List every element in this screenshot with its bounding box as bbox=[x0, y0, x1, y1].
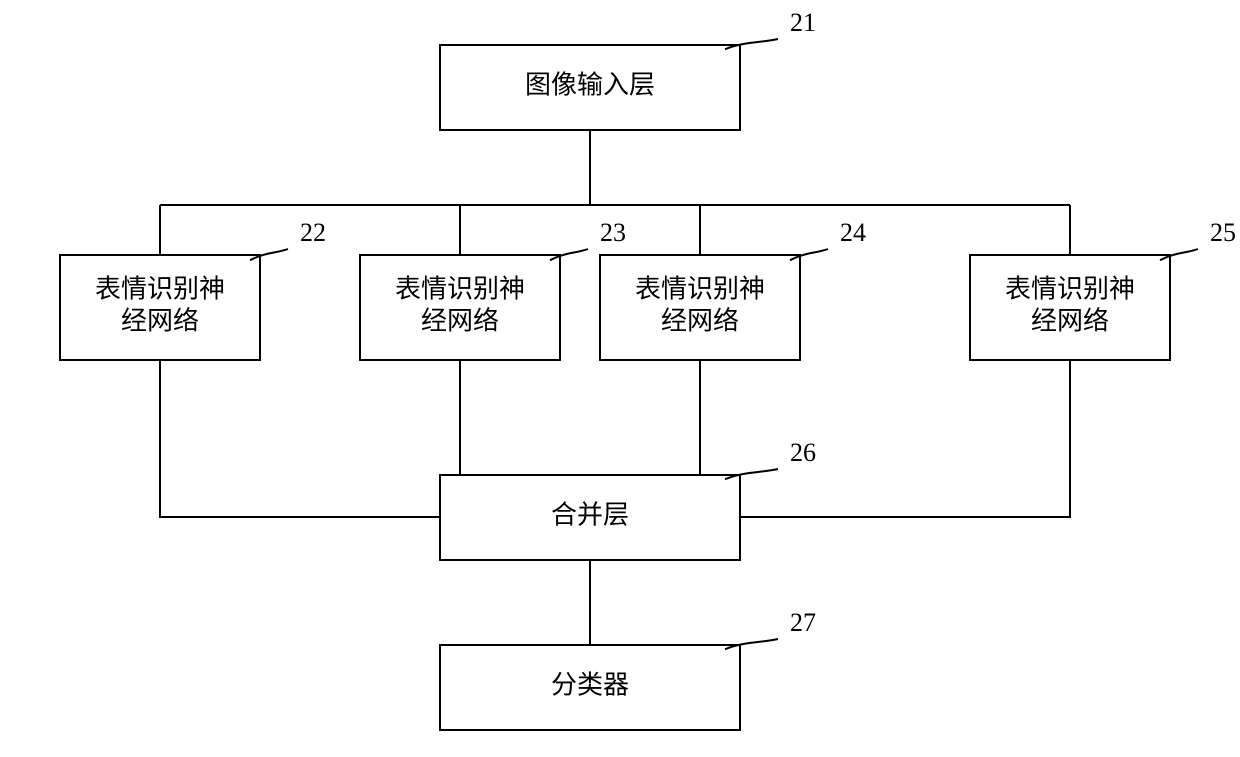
callout-ref-n25: 25 bbox=[1210, 218, 1236, 247]
node-label: 分类器 bbox=[551, 670, 629, 699]
nodes-layer: 图像输入层表情识别神经网络表情识别神经网络表情识别神经网络表情识别神经网络合并层… bbox=[60, 45, 1170, 730]
node-n21: 图像输入层 bbox=[440, 45, 740, 130]
node-n25: 表情识别神经网络 bbox=[970, 255, 1170, 360]
callout-ref-n23: 23 bbox=[600, 218, 626, 247]
node-label: 合并层 bbox=[551, 500, 629, 529]
callout-ref-n26: 26 bbox=[790, 438, 816, 467]
callout-ref-n21: 21 bbox=[790, 8, 816, 37]
callout-ref-n24: 24 bbox=[840, 218, 866, 247]
node-n27: 分类器 bbox=[440, 645, 740, 730]
node-label: 经网络 bbox=[1031, 306, 1109, 335]
node-label: 表情识别神 bbox=[395, 274, 525, 303]
node-n24: 表情识别神经网络 bbox=[600, 255, 800, 360]
node-n22: 表情识别神经网络 bbox=[60, 255, 260, 360]
callout-ref-n27: 27 bbox=[790, 608, 816, 637]
callout-ref-n22: 22 bbox=[300, 218, 326, 247]
node-label: 经网络 bbox=[661, 306, 739, 335]
node-label: 经网络 bbox=[421, 306, 499, 335]
node-label: 表情识别神 bbox=[95, 274, 225, 303]
node-n26: 合并层 bbox=[440, 475, 740, 560]
edges-layer bbox=[160, 130, 1070, 645]
node-label: 表情识别神 bbox=[1005, 274, 1135, 303]
node-n23: 表情识别神经网络 bbox=[360, 255, 560, 360]
node-label: 表情识别神 bbox=[635, 274, 765, 303]
edge-n22-to-merge bbox=[160, 360, 440, 517]
node-label: 图像输入层 bbox=[525, 70, 655, 99]
diagram-canvas: 图像输入层表情识别神经网络表情识别神经网络表情识别神经网络表情识别神经网络合并层… bbox=[0, 0, 1240, 757]
node-label: 经网络 bbox=[121, 306, 199, 335]
